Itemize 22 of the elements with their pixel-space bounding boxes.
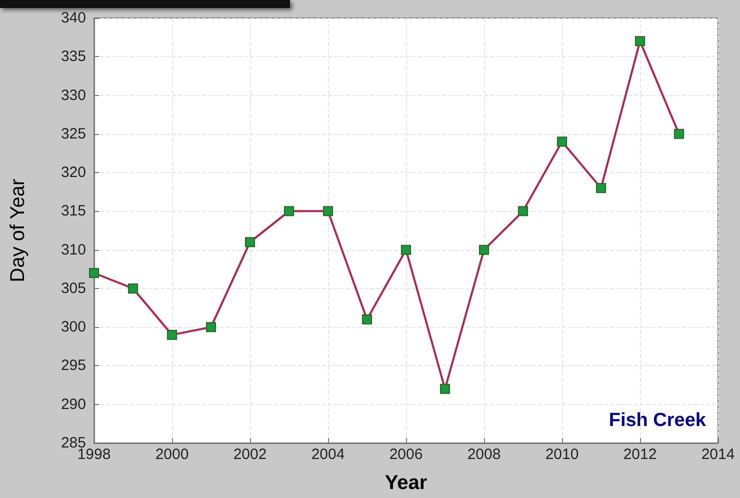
x-tick-label: 2014: [701, 446, 735, 463]
y-tick-label: 315: [60, 202, 86, 220]
y-tick-label: 340: [60, 10, 86, 26]
y-tick-label: 325: [60, 125, 86, 142]
y-tick-label: 330: [60, 86, 86, 104]
y-tick-label: 305: [60, 280, 86, 297]
x-axis-title: Year: [384, 472, 428, 494]
y-axis-title: Day of Year: [7, 178, 29, 282]
y-tick-label: 310: [60, 241, 86, 258]
x-tick-label: 2002: [233, 446, 267, 463]
x-tick-label: 2012: [623, 446, 657, 463]
y-tick-label: 320: [60, 164, 86, 182]
y-tick-label: 335: [60, 48, 86, 66]
annotation: Fish Creek: [608, 410, 706, 431]
x-tick-label: 2010: [545, 446, 579, 463]
x-tick-label: 2006: [389, 446, 423, 463]
x-tick-label: 2008: [467, 446, 501, 463]
x-tick-label: 2000: [155, 446, 189, 463]
x-tick-label: 2004: [311, 446, 345, 463]
y-tick-label: 295: [60, 357, 86, 374]
y-tick-label: 290: [60, 396, 86, 413]
y-tick-label: 300: [60, 318, 86, 336]
